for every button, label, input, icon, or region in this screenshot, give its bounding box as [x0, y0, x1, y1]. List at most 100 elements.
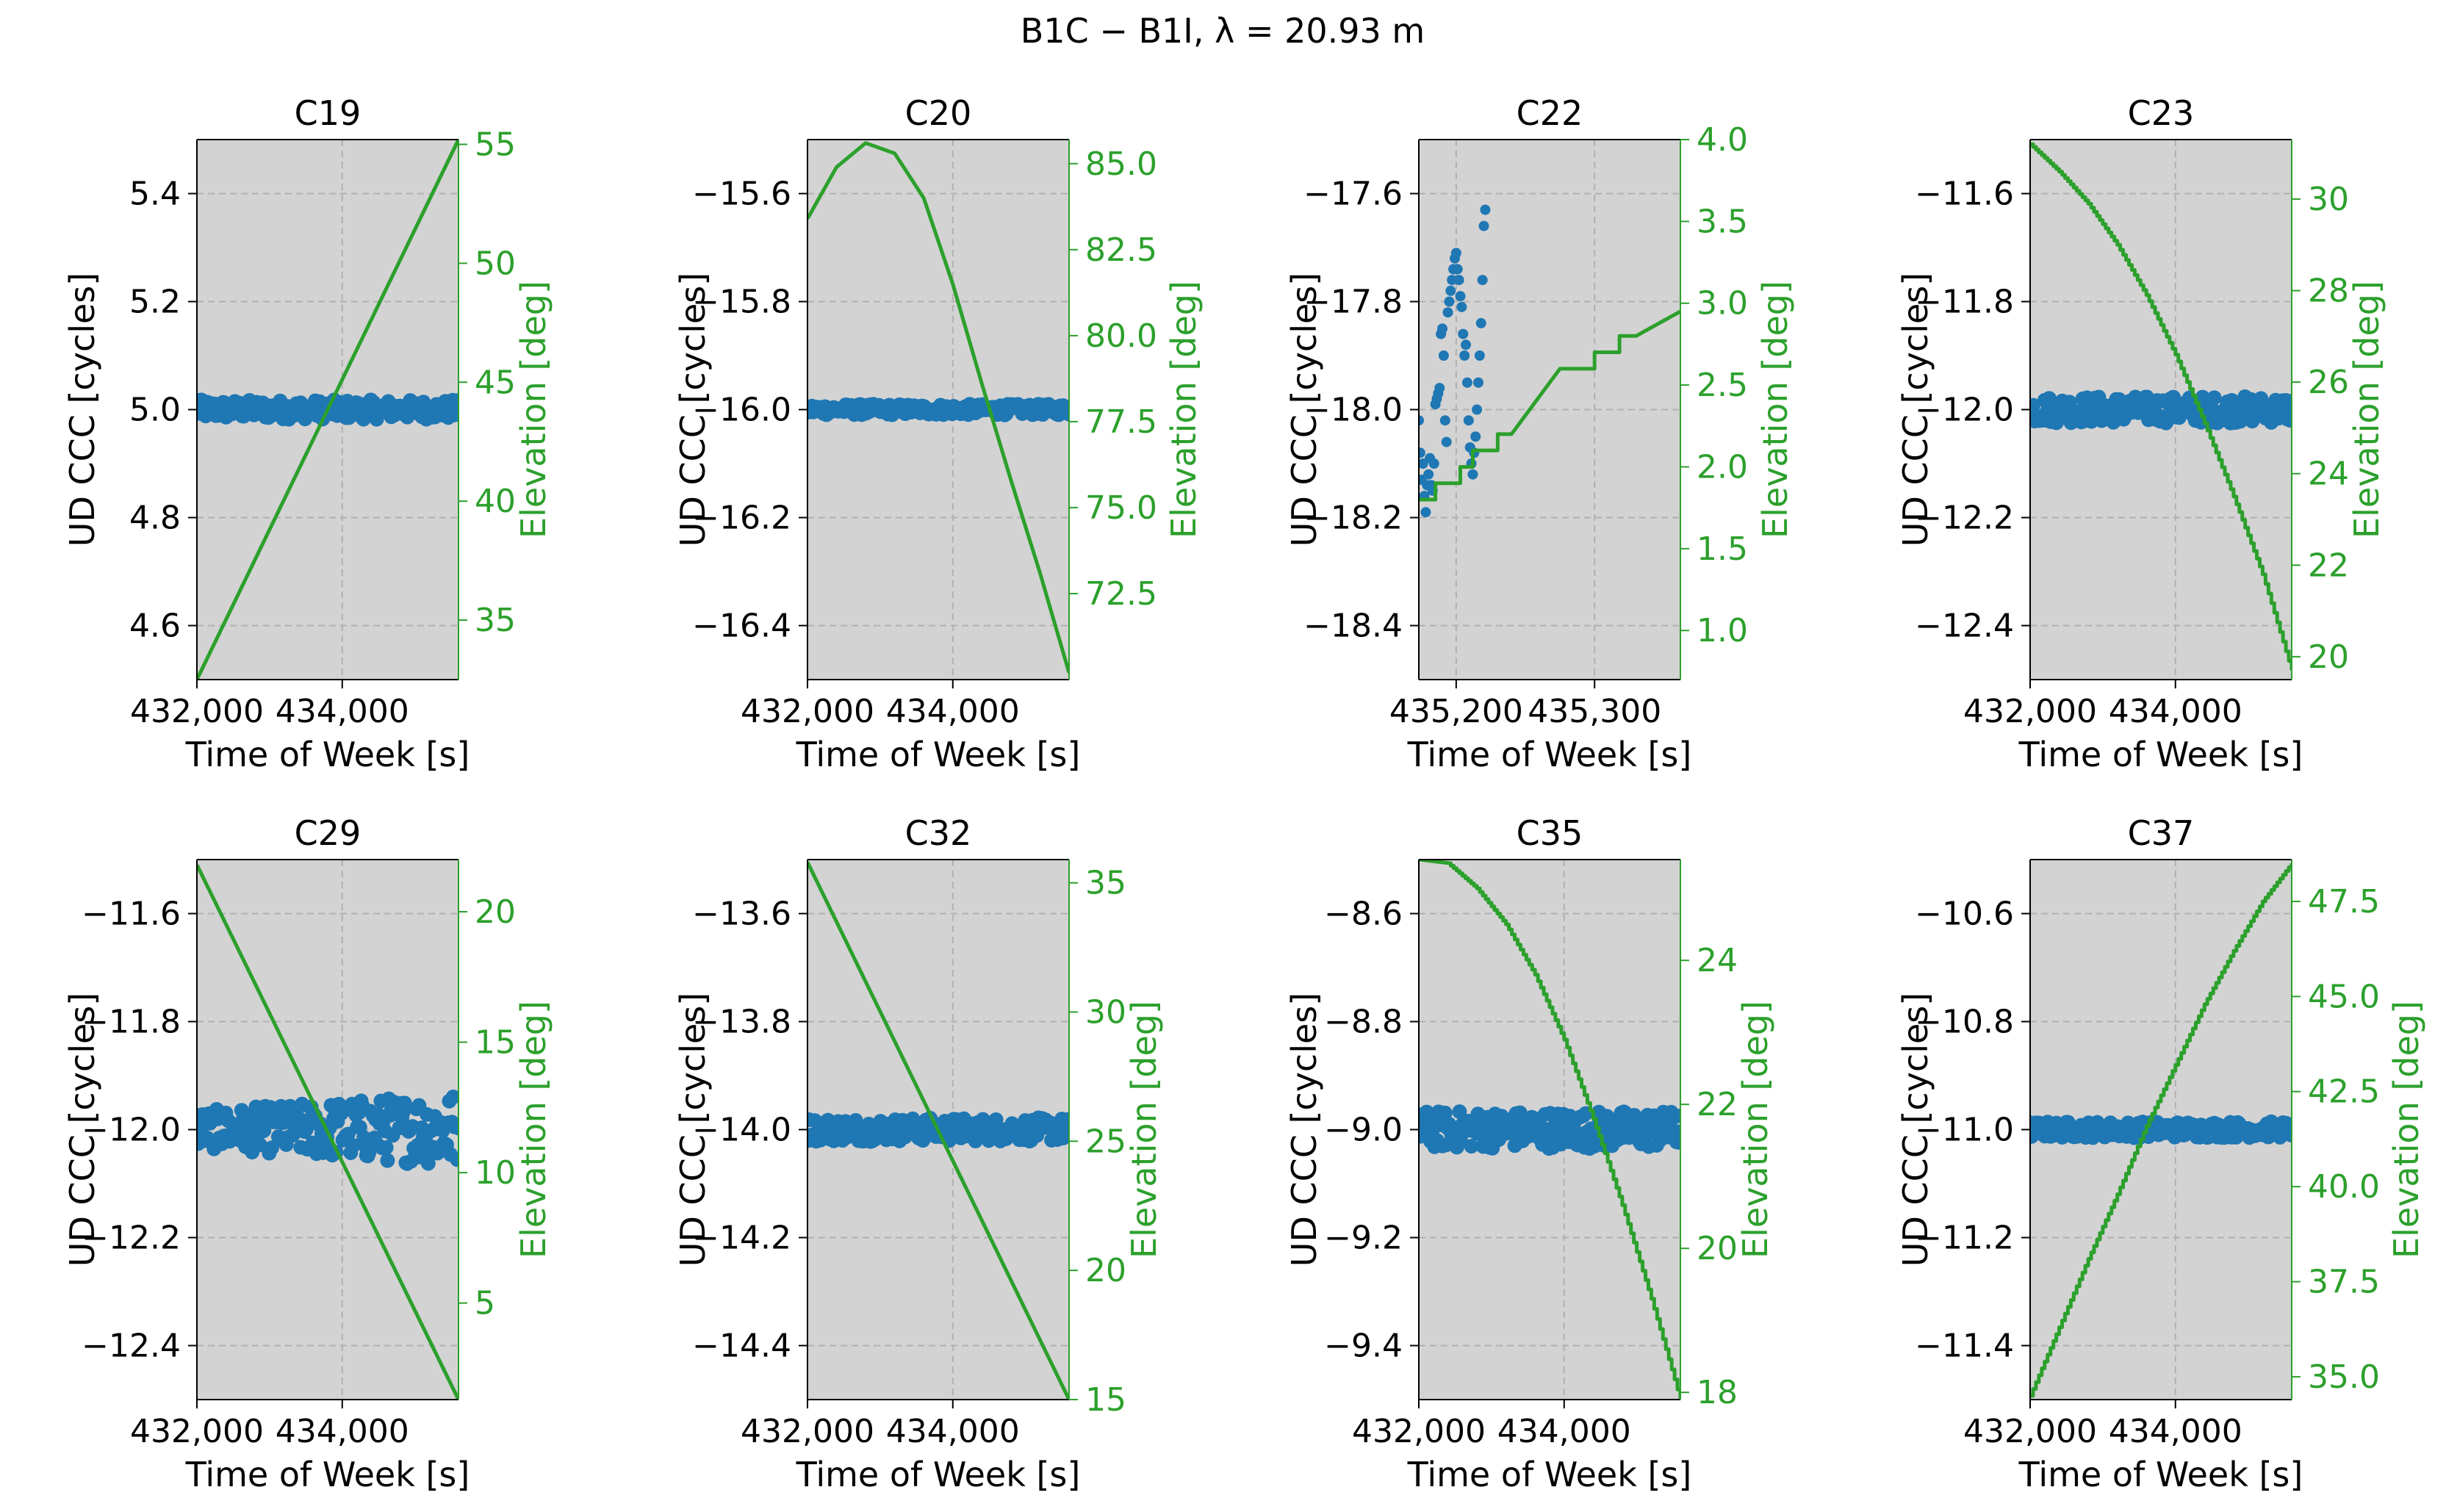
ccc-point — [1461, 377, 1472, 388]
ccc-point — [345, 1138, 361, 1153]
ccc-point — [1463, 415, 1474, 426]
ccc-point — [1452, 1104, 1467, 1120]
ccc-point — [451, 392, 458, 408]
ccc-point — [1442, 307, 1453, 318]
ccc-point — [397, 1095, 412, 1111]
x-axis-label: Time of Week [s] — [2018, 735, 2303, 774]
y2-axis-label: Elevation [deg] — [2386, 1001, 2426, 1259]
y-tick-label: −11.0 — [1915, 1112, 2014, 1149]
y2-tick-label: 25 — [1085, 1123, 1126, 1160]
y-axis-label: UD CCC [cycles] — [673, 993, 713, 1267]
y-tick-label: −15.8 — [692, 284, 791, 321]
y-tick-label: −12.2 — [82, 1220, 181, 1257]
y-tick-label: −18.4 — [1303, 608, 1403, 645]
y-tick-label: −15.6 — [692, 176, 791, 213]
ccc-point — [1444, 296, 1455, 307]
y-axis-label: UD CCC [cycles] — [1284, 273, 1324, 547]
x-axis-label: Time of Week [s] — [1407, 1455, 1692, 1494]
y-tick-label: −12.4 — [1915, 608, 2014, 645]
x-axis-label: Time of Week [s] — [2018, 1455, 2303, 1494]
x-tick-label: 434,000 — [886, 1413, 1020, 1450]
y-tick-label: −17.6 — [1303, 176, 1403, 213]
y2-tick-label: 15 — [1085, 1381, 1126, 1419]
ccc-point — [1673, 1108, 1680, 1123]
y2-tick-label: 37.5 — [2308, 1264, 2380, 1301]
y-tick-label: −9.4 — [1324, 1328, 1403, 1365]
y-axis-label: UD CCC [cycles] — [1896, 273, 1935, 547]
subplot-title: C19 — [295, 93, 361, 133]
plot-area — [807, 861, 1069, 1400]
y-tick-label: −18.2 — [1303, 500, 1403, 537]
y2-tick-label: 47.5 — [2308, 883, 2380, 921]
x-tick-label: 434,000 — [886, 693, 1020, 730]
elevation-line — [197, 140, 458, 680]
plot-area — [197, 140, 458, 680]
x-tick-label: 432,000 — [1352, 1413, 1486, 1450]
ccc-point — [445, 1090, 458, 1105]
x-tick-label: 432,000 — [741, 693, 874, 730]
x-tick-label: 432,000 — [130, 1413, 264, 1450]
y-tick-label: −12.4 — [82, 1328, 181, 1365]
subplot-c35: 432,000 434,000 −9.4 −9.2 −9.0 −8.8 −8.6 18 20 22… — [1284, 813, 1775, 1494]
x-tick-label: 434,000 — [2109, 693, 2242, 730]
subplot-c29: 432,000 434,000 −12.4 −12.2 −12.0 −11.8 −11.6 5… — [62, 813, 553, 1494]
y-tick-label: −14.2 — [692, 1220, 791, 1257]
ccc-point — [1437, 323, 1448, 334]
y-tick-label: −12.2 — [1915, 500, 2014, 537]
y2-tick-label: 26 — [2308, 364, 2349, 401]
y-tick-label: −11.6 — [1915, 176, 2014, 213]
subplot-title: C23 — [2128, 93, 2195, 133]
y2-tick-label: 24 — [1697, 942, 1738, 979]
ccc-point — [1437, 1105, 1453, 1120]
y2-tick-label: 1.5 — [1697, 530, 1748, 568]
y2-tick-label: 35.0 — [2308, 1358, 2380, 1396]
y-axis-label: UD CCC [cycles] — [673, 273, 713, 547]
ccc-point — [1423, 469, 1434, 480]
y2-tick-label: 40.0 — [2308, 1168, 2380, 1206]
elevation-line — [197, 864, 458, 1400]
ccc-point — [2284, 1128, 2292, 1143]
y-axis-label: UD CCC [cycles] — [1896, 993, 1935, 1267]
plot-area — [2030, 863, 2292, 1398]
y2-tick-label: 50 — [475, 245, 516, 282]
y2-tick-label: 2.0 — [1697, 448, 1748, 486]
x-tick-label: 434,000 — [2109, 1413, 2242, 1450]
y-tick-label: −14.4 — [692, 1328, 791, 1365]
ccc-point — [1467, 469, 1478, 480]
y-tick-label: −17.8 — [1303, 284, 1403, 321]
y2-tick-label: 22 — [2308, 547, 2349, 584]
y2-tick-label: 20 — [2308, 638, 2349, 676]
x-tick-label: 434,000 — [1497, 1413, 1631, 1450]
ccc-point — [1445, 285, 1456, 296]
x-tick-label: 432,000 — [130, 693, 264, 730]
y-tick-label: −18.0 — [1303, 392, 1403, 429]
ccc-point — [1456, 301, 1467, 312]
y-tick-label: −8.8 — [1324, 1004, 1403, 1041]
y2-tick-label: 20 — [1697, 1230, 1738, 1267]
elevation-line — [2030, 142, 2292, 671]
y2-tick-label: 22 — [1697, 1086, 1738, 1123]
ccc-point — [1480, 204, 1491, 215]
ccc-point — [256, 1123, 272, 1138]
x-tick-label: 434,000 — [276, 693, 409, 730]
y-tick-label: −16.4 — [692, 608, 791, 645]
ccc-point — [1477, 275, 1488, 286]
y2-tick-label: 4.0 — [1697, 121, 1748, 159]
y2-tick-label: 77.5 — [1085, 403, 1157, 441]
ccc-point — [1455, 291, 1466, 302]
subplot-c32: 432,000 434,000 −14.4 −14.2 −14.0 −13.8 −13.6 1… — [673, 813, 1164, 1494]
x-tick-label: 432,000 — [741, 1413, 874, 1450]
y2-axis-label: Elevation [deg] — [514, 1001, 553, 1259]
subplot-title: C32 — [905, 813, 972, 853]
ccc-point — [1441, 436, 1452, 447]
y2-tick-label: 28 — [2308, 273, 2349, 310]
ccc-point — [1434, 383, 1445, 394]
x-tick-label: 435,300 — [1528, 693, 1661, 730]
subplot-c22: 435,200 435,300 −18.4 −18.2 −18.0 −17.8 −17.6 1… — [1284, 93, 1795, 774]
y2-tick-label: 55 — [475, 126, 516, 163]
y2-tick-label: 15 — [475, 1024, 516, 1062]
ccc-point — [380, 1153, 395, 1168]
ccc-point — [420, 1156, 436, 1171]
ccc-point — [2283, 413, 2292, 428]
ccc-point — [1474, 350, 1485, 361]
